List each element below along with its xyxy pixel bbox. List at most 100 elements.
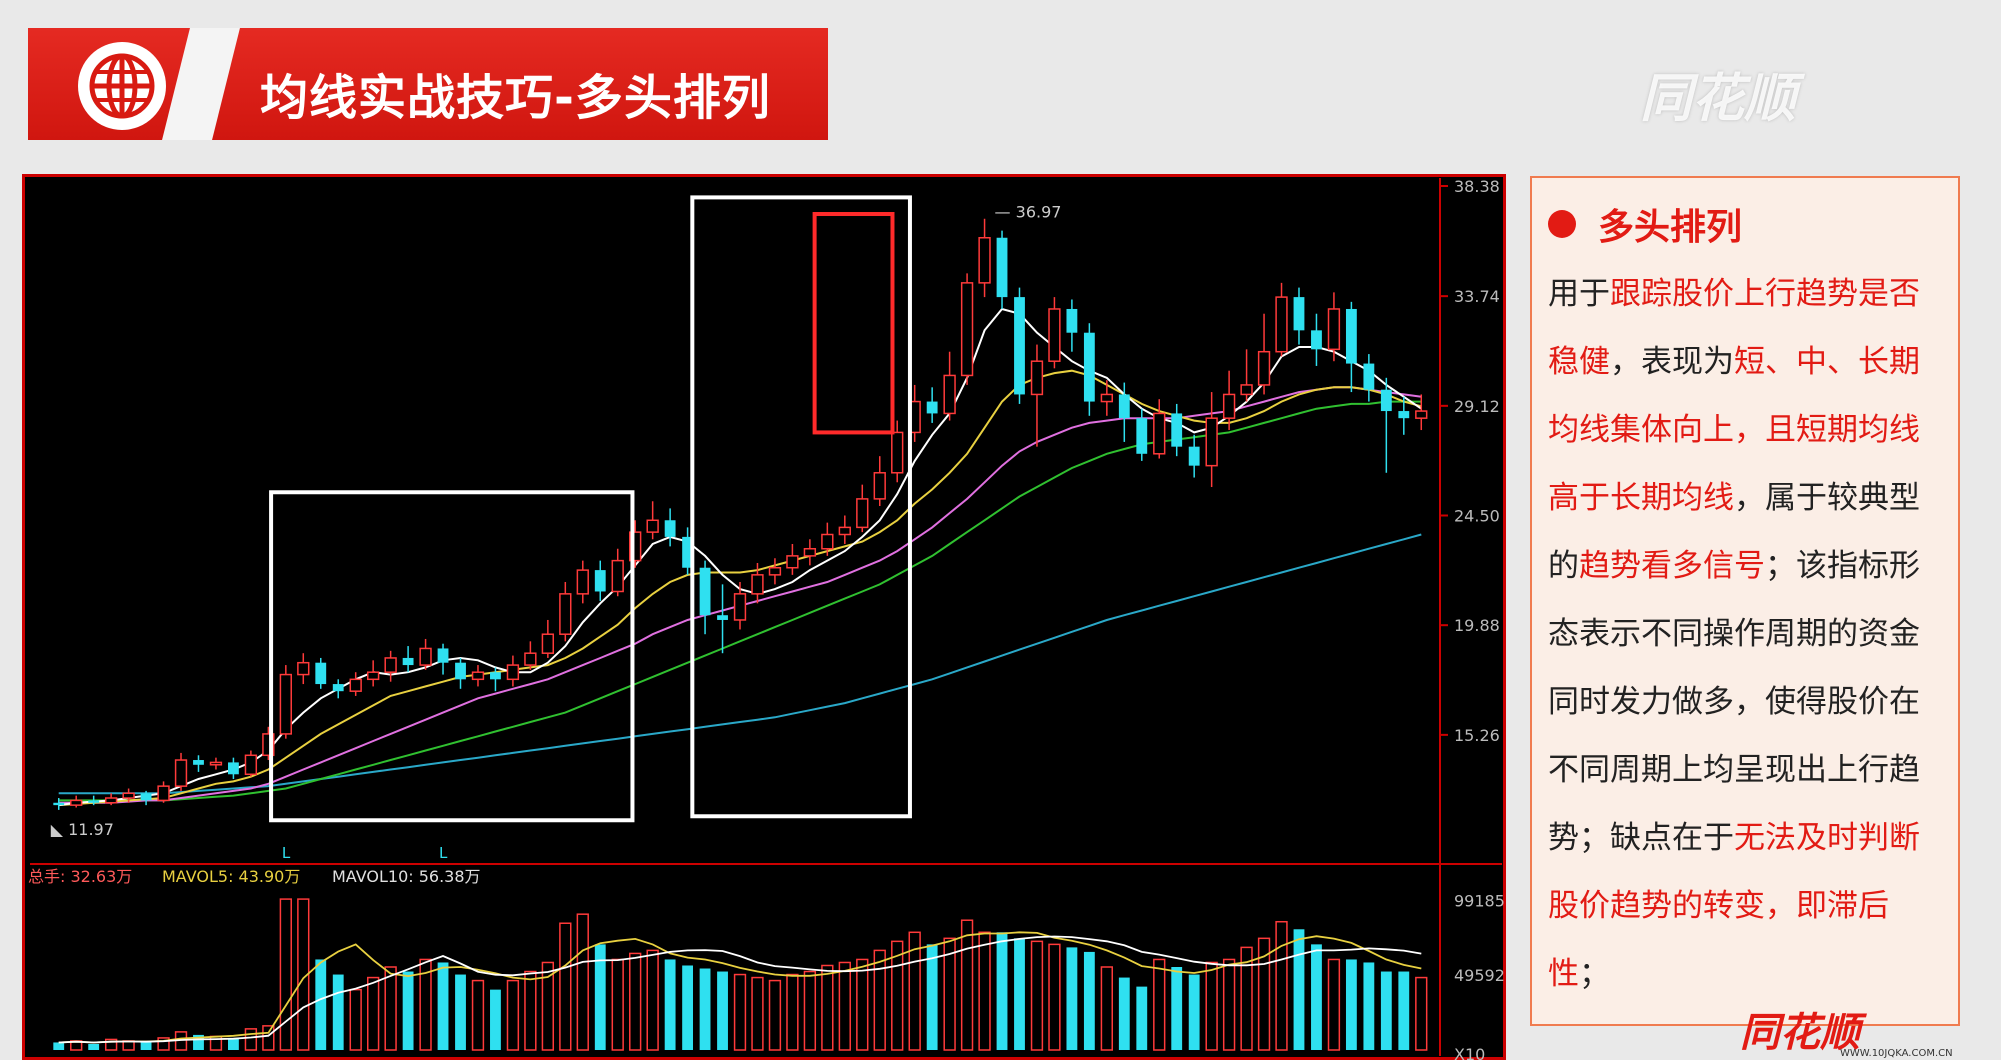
volume-bar-up — [1257, 937, 1271, 1051]
candle-up — [1048, 308, 1061, 362]
volume-tick-label: 99185 — [1454, 891, 1505, 910]
volume-bar-down — [717, 971, 728, 1050]
volume-bar-up — [1048, 943, 1061, 1051]
price-tick-label: 38.38 — [1454, 177, 1500, 196]
volume-bar-up — [751, 976, 764, 1051]
candle-down — [1171, 413, 1183, 447]
volume-bar-up — [1240, 946, 1253, 1051]
candlestick-chart: 38.38 33.74 29.12 24.50 19.88 15.26 — 36.97 ◣ 1… — [28, 177, 1505, 1060]
volume-bar-down — [315, 959, 327, 1050]
volume-tick-label: 49592 — [1454, 966, 1505, 985]
volume-bar-up — [733, 973, 747, 1051]
volume-bar-down — [1380, 971, 1392, 1050]
candle-up — [157, 785, 170, 802]
volume-bar-down — [1398, 971, 1410, 1050]
candle-up — [1415, 410, 1428, 419]
volume-bar-up — [1153, 958, 1166, 1051]
volume-legend-mavol10: MAVOL10: 56.38万 — [332, 867, 481, 886]
candle-up — [349, 678, 362, 692]
candle-up — [978, 237, 991, 284]
volume-bar-up — [576, 913, 589, 1051]
panel-body: 用于跟踪股价上行趋势是否稳健，表现为短、中、长期均线集体向上，且短期均线高于长期… — [1548, 260, 1944, 1008]
panel-heading: 多头排列 — [1548, 198, 1944, 250]
candle-down — [140, 793, 152, 801]
volume-bar-down — [1136, 986, 1148, 1050]
candle-down — [315, 662, 327, 685]
candle-down — [1066, 308, 1078, 333]
volume-bar-up — [471, 979, 485, 1051]
volume-bar-up — [262, 1025, 275, 1051]
volume-bar-down — [437, 962, 449, 1050]
candle-up — [262, 733, 275, 757]
price-tick-label: 24.50 — [1454, 507, 1500, 526]
price-tick-label: 29.12 — [1454, 397, 1500, 416]
volume-bar-down — [1345, 959, 1357, 1050]
volume-bar-up — [821, 964, 834, 1051]
volume-bar-down — [926, 944, 938, 1050]
candle-down — [699, 567, 711, 616]
volume-bar-down — [1014, 938, 1025, 1050]
volume-legend-mavol5: MAVOL5: 43.90万 — [162, 867, 300, 886]
candle-down — [664, 520, 676, 537]
volume-bar-up — [768, 979, 782, 1051]
candle-up — [1240, 384, 1253, 396]
body-text: ；该指标形态表示不同操作周期的资金同时发力做多，使得股价在不同周期上均呈现出上行… — [1548, 548, 1920, 856]
highlight-text: 跟踪股价上行趋势是否稳健 — [1548, 276, 1920, 380]
candle-up — [471, 671, 485, 681]
candle-up — [1327, 308, 1341, 351]
volume-bar-up — [419, 958, 432, 1051]
candle-up — [559, 593, 572, 635]
volume-bar-up — [1222, 958, 1236, 1051]
candle-down — [1363, 363, 1375, 390]
candle-up — [419, 647, 432, 666]
candle-down — [1014, 297, 1025, 395]
candle-up — [541, 633, 555, 654]
volume-bar-up — [1100, 966, 1114, 1051]
volume-bar-up — [786, 973, 799, 1051]
candle-down — [1118, 394, 1130, 419]
candle-up — [279, 673, 292, 735]
signal-marker: L — [439, 844, 448, 862]
ma60-line — [58, 533, 1422, 795]
highlight-text: 趋势看多信号 — [1579, 548, 1765, 584]
volume-bar-down — [228, 1037, 239, 1050]
candle-down — [1136, 418, 1148, 454]
volume-bar-down — [402, 971, 414, 1050]
volume-tick-label: X10 — [1454, 1045, 1485, 1060]
candle-up — [838, 526, 851, 536]
candle-down — [1293, 297, 1305, 331]
candle-up — [1153, 412, 1166, 455]
highlight-box-2 — [690, 195, 912, 819]
candle-down — [1345, 308, 1357, 364]
candle-down — [717, 615, 728, 620]
volume-bar-up — [629, 952, 642, 1051]
candle-up — [821, 533, 834, 550]
volume-bar-up — [506, 979, 520, 1051]
candle-up — [384, 657, 397, 673]
candle-down — [332, 684, 344, 692]
candle-up — [297, 661, 310, 676]
volume-bar-down — [193, 1034, 204, 1050]
volume-bar-down — [455, 974, 466, 1050]
candle-up — [1100, 393, 1114, 403]
volume-bar-down — [1293, 929, 1305, 1050]
candle-up — [1257, 350, 1271, 386]
candle-down — [53, 802, 65, 806]
volume-bar-up — [541, 961, 555, 1051]
footer-logo: 同花顺 — [1740, 1010, 1860, 1056]
candle-up — [1030, 360, 1044, 396]
candle-up — [1275, 296, 1288, 353]
volume-bar-up — [349, 988, 362, 1051]
body-text: ，表现为 — [1610, 344, 1734, 380]
price-tick-label: 19.88 — [1454, 616, 1500, 635]
volume-bar-down — [490, 989, 501, 1050]
candle-down — [1311, 330, 1322, 350]
candle-down — [1380, 389, 1392, 412]
candle-up — [629, 531, 642, 562]
volume-bar-down — [53, 1042, 65, 1050]
volume-bar-down — [1118, 977, 1130, 1050]
candle-up — [122, 792, 135, 799]
page-title: 均线实战技巧-多头排列 — [260, 70, 771, 126]
candle-down — [1083, 332, 1095, 402]
brand-watermark: 同花顺 — [1640, 69, 1797, 129]
